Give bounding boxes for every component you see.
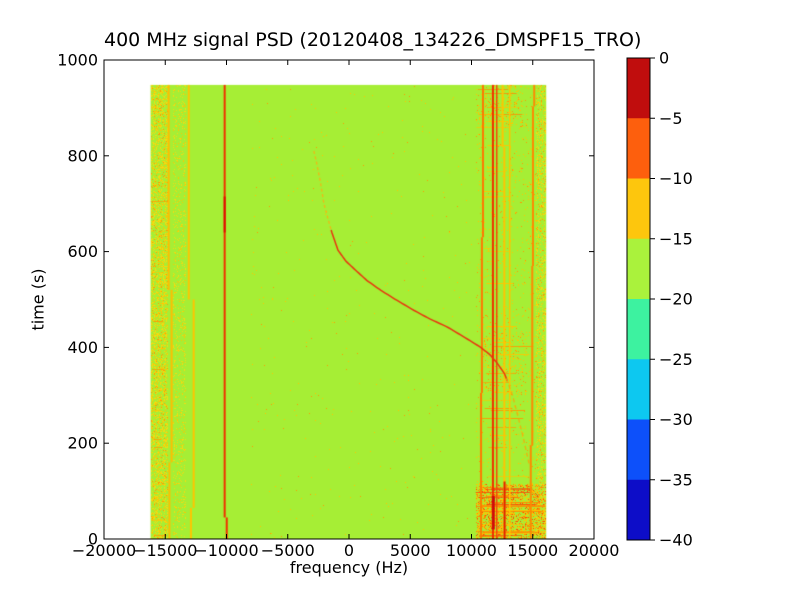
y-tick-label: 400 xyxy=(67,338,98,357)
colorbar-tick-label: −25 xyxy=(659,350,693,369)
colorbar-tick-label: 0 xyxy=(659,49,669,68)
x-tick-label: 5000 xyxy=(390,541,431,560)
x-tick-label: −10000 xyxy=(194,541,258,560)
colorbar-segment xyxy=(627,238,650,300)
colorbar-tick-label: −10 xyxy=(659,169,693,188)
x-tick-label: −5000 xyxy=(261,541,315,560)
y-tick-label: 1000 xyxy=(57,51,98,70)
colorbar-tick-label: −20 xyxy=(659,290,693,309)
colorbar-tick-label: −35 xyxy=(659,470,693,489)
y-tick-label: 600 xyxy=(67,242,98,261)
colorbar-segment xyxy=(627,479,650,541)
colorbar-segment xyxy=(627,299,650,360)
colorbar-tick-label: −15 xyxy=(659,229,693,248)
colorbar-tick-label: −5 xyxy=(659,109,683,128)
colorbar-segment xyxy=(627,178,650,240)
y-tick-label: 800 xyxy=(67,146,98,165)
y-tick-label: 200 xyxy=(67,434,98,453)
x-tick-label: −20000 xyxy=(72,541,136,560)
plot-frame xyxy=(103,59,595,540)
x-tick-label: 20000 xyxy=(569,541,620,560)
x-tick-label: −15000 xyxy=(133,541,197,560)
x-axis-label: frequency (Hz) xyxy=(289,558,409,577)
colorbar-tick-label: −30 xyxy=(659,410,693,429)
x-tick-label: 15000 xyxy=(507,541,558,560)
colorbar-tick-label: −40 xyxy=(659,531,693,550)
chart-title: 400 MHz signal PSD (20120408_134226_DMSP… xyxy=(104,29,642,51)
y-axis-label: time (s) xyxy=(28,268,48,331)
colorbar-segment xyxy=(627,359,650,420)
x-tick-label: 10000 xyxy=(446,541,497,560)
y-tick-label: 0 xyxy=(88,530,98,549)
colorbar-segment xyxy=(627,118,650,179)
colorbar-segment xyxy=(627,419,650,481)
x-tick-label: 0 xyxy=(344,541,354,560)
colorbar-segment xyxy=(627,58,650,119)
